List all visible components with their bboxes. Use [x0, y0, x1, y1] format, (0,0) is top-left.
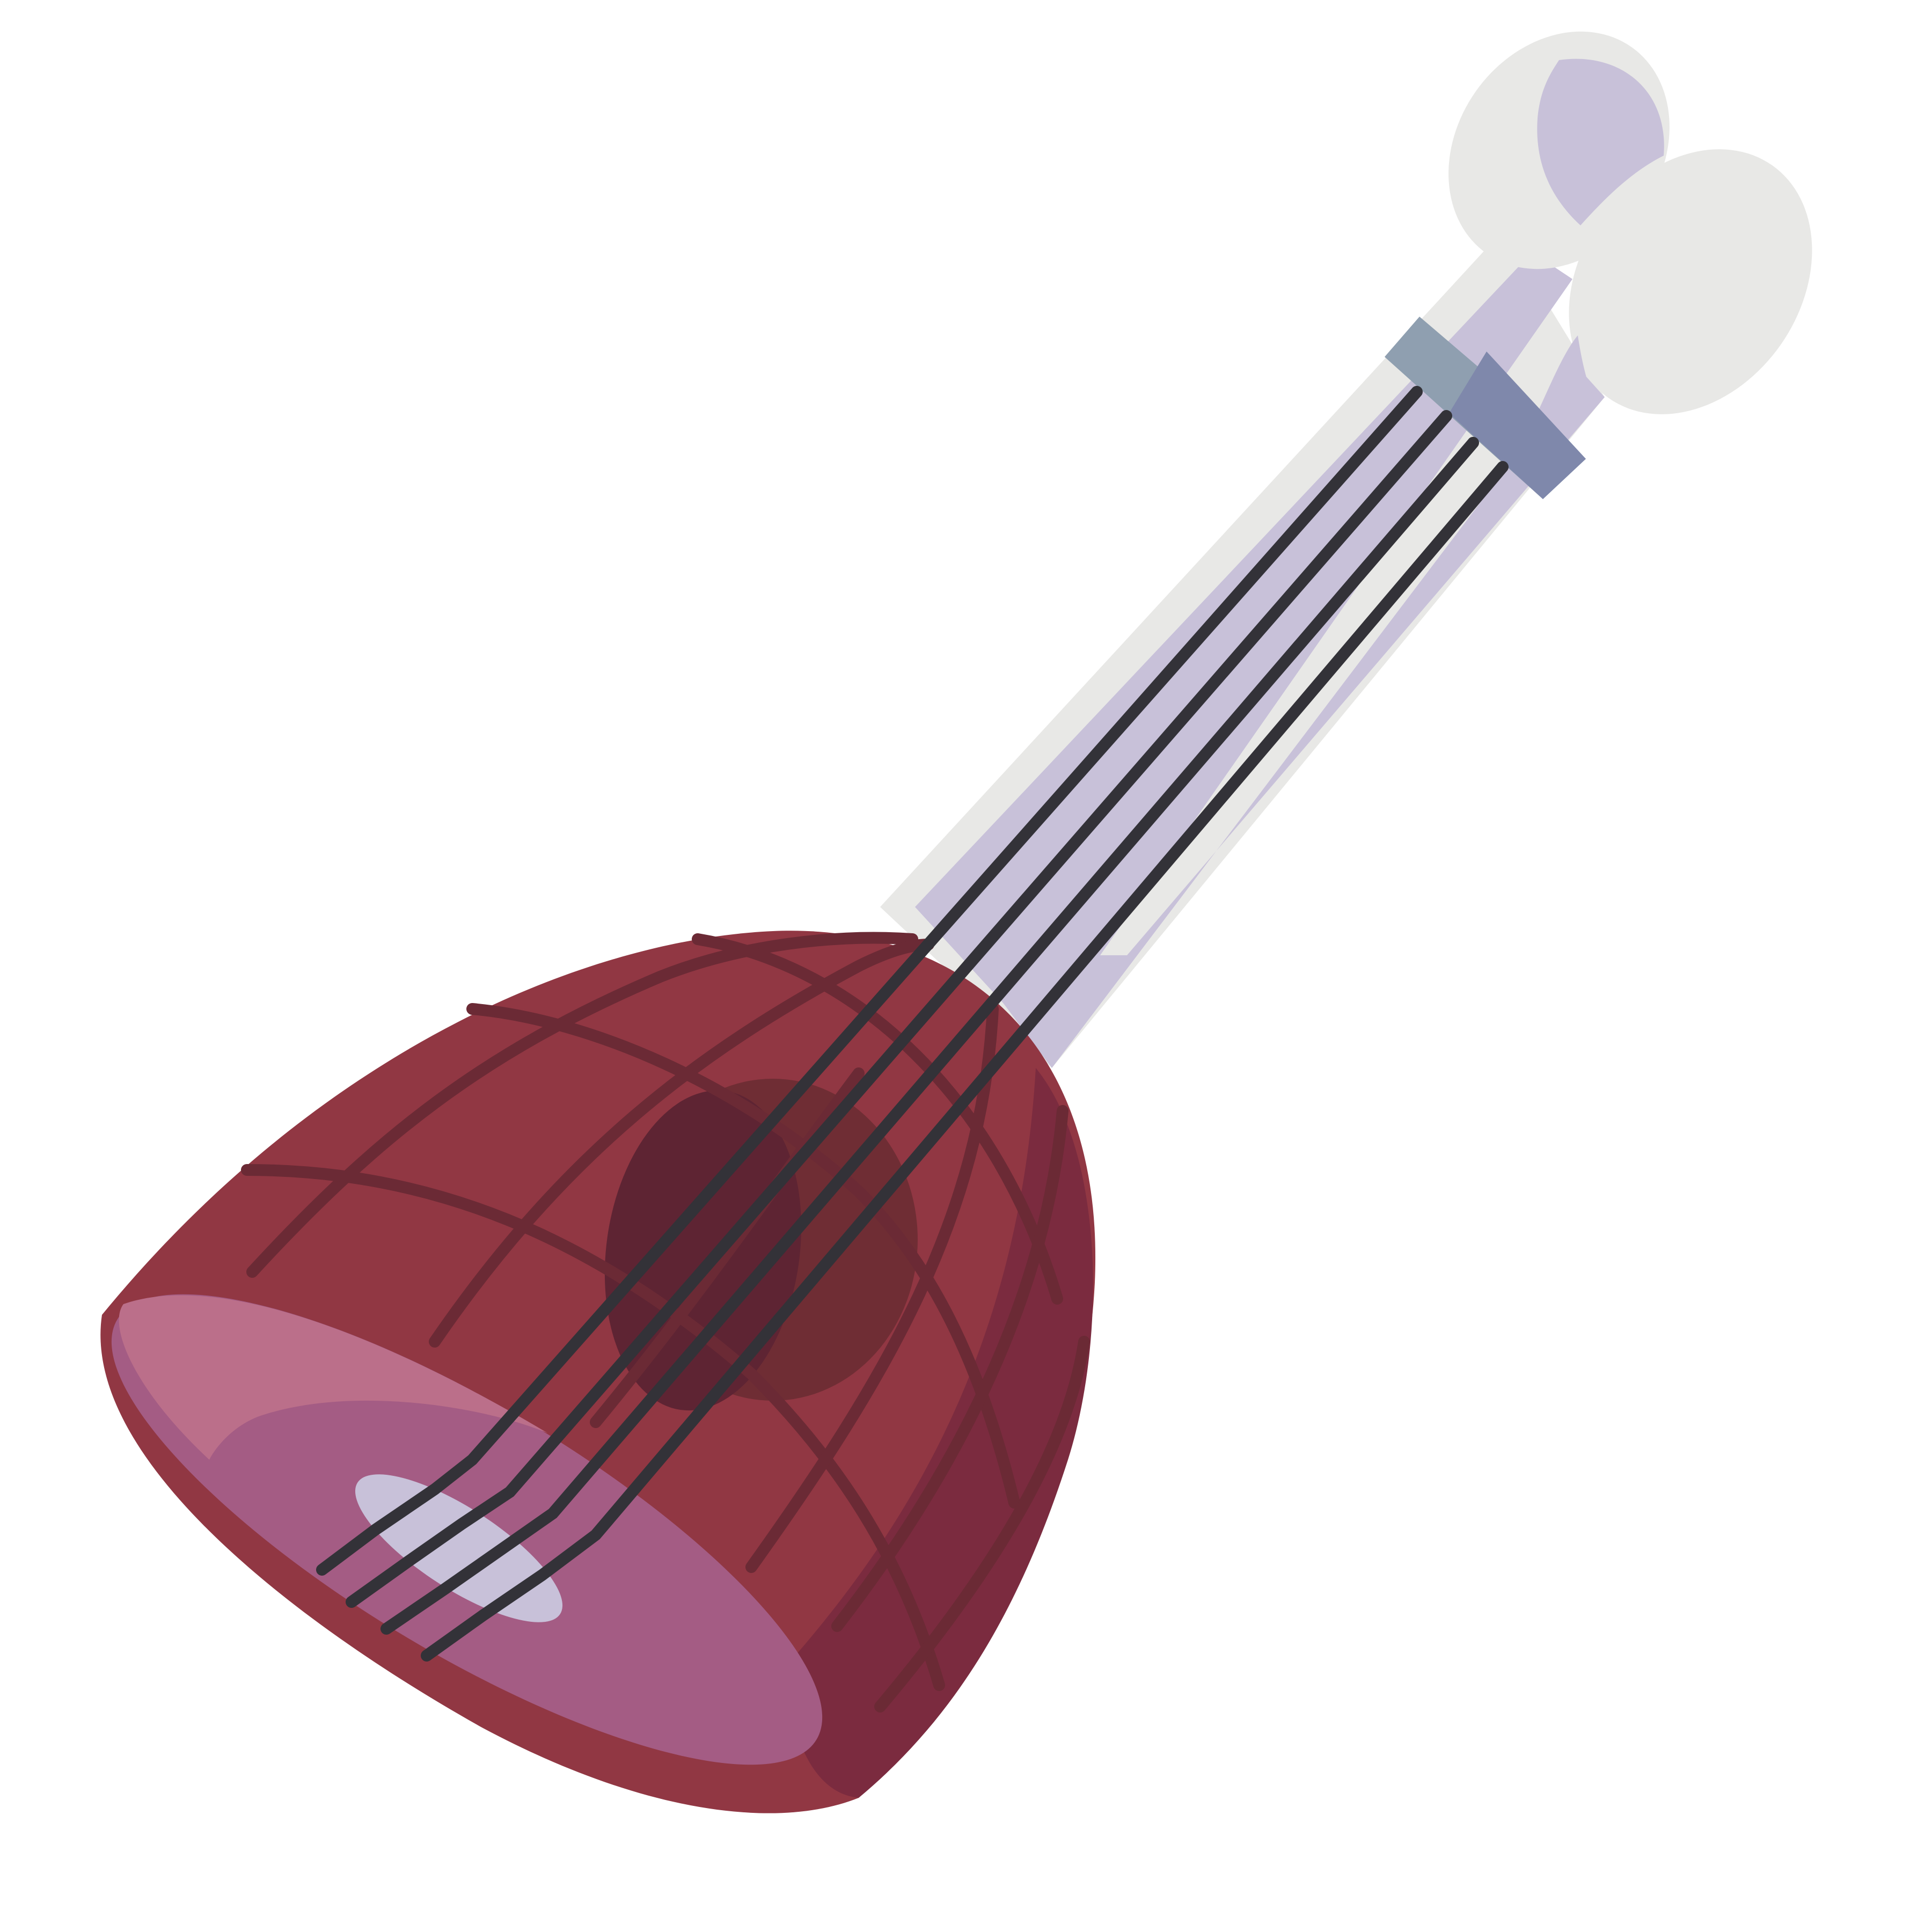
- bone-knob-shadow: [1537, 58, 1664, 225]
- string-2: [346, 410, 1452, 1608]
- bone-knob-lower: [1569, 149, 1812, 414]
- string-1: [316, 386, 1423, 1576]
- cut-face-highlight: [119, 1295, 547, 1460]
- meat-body: [100, 931, 1096, 1813]
- net-line-3: [466, 1003, 1020, 1509]
- net-line-8: [874, 1336, 1090, 1713]
- strings-group: [316, 386, 1509, 1662]
- string-4: [421, 461, 1509, 1662]
- nut-shade: [1449, 352, 1586, 499]
- net-line-6: [745, 1003, 999, 1573]
- meat-net-lines: [241, 932, 1090, 1713]
- net-line-5: [692, 933, 1063, 1305]
- bone-neck-shadow: [915, 252, 1605, 1068]
- nut-clamp: [1385, 317, 1586, 499]
- string-3: [380, 437, 1479, 1635]
- net-line-7: [831, 1105, 1069, 1632]
- bone-knob: [1448, 31, 1812, 445]
- meat-shadow-side: [784, 1068, 1093, 1798]
